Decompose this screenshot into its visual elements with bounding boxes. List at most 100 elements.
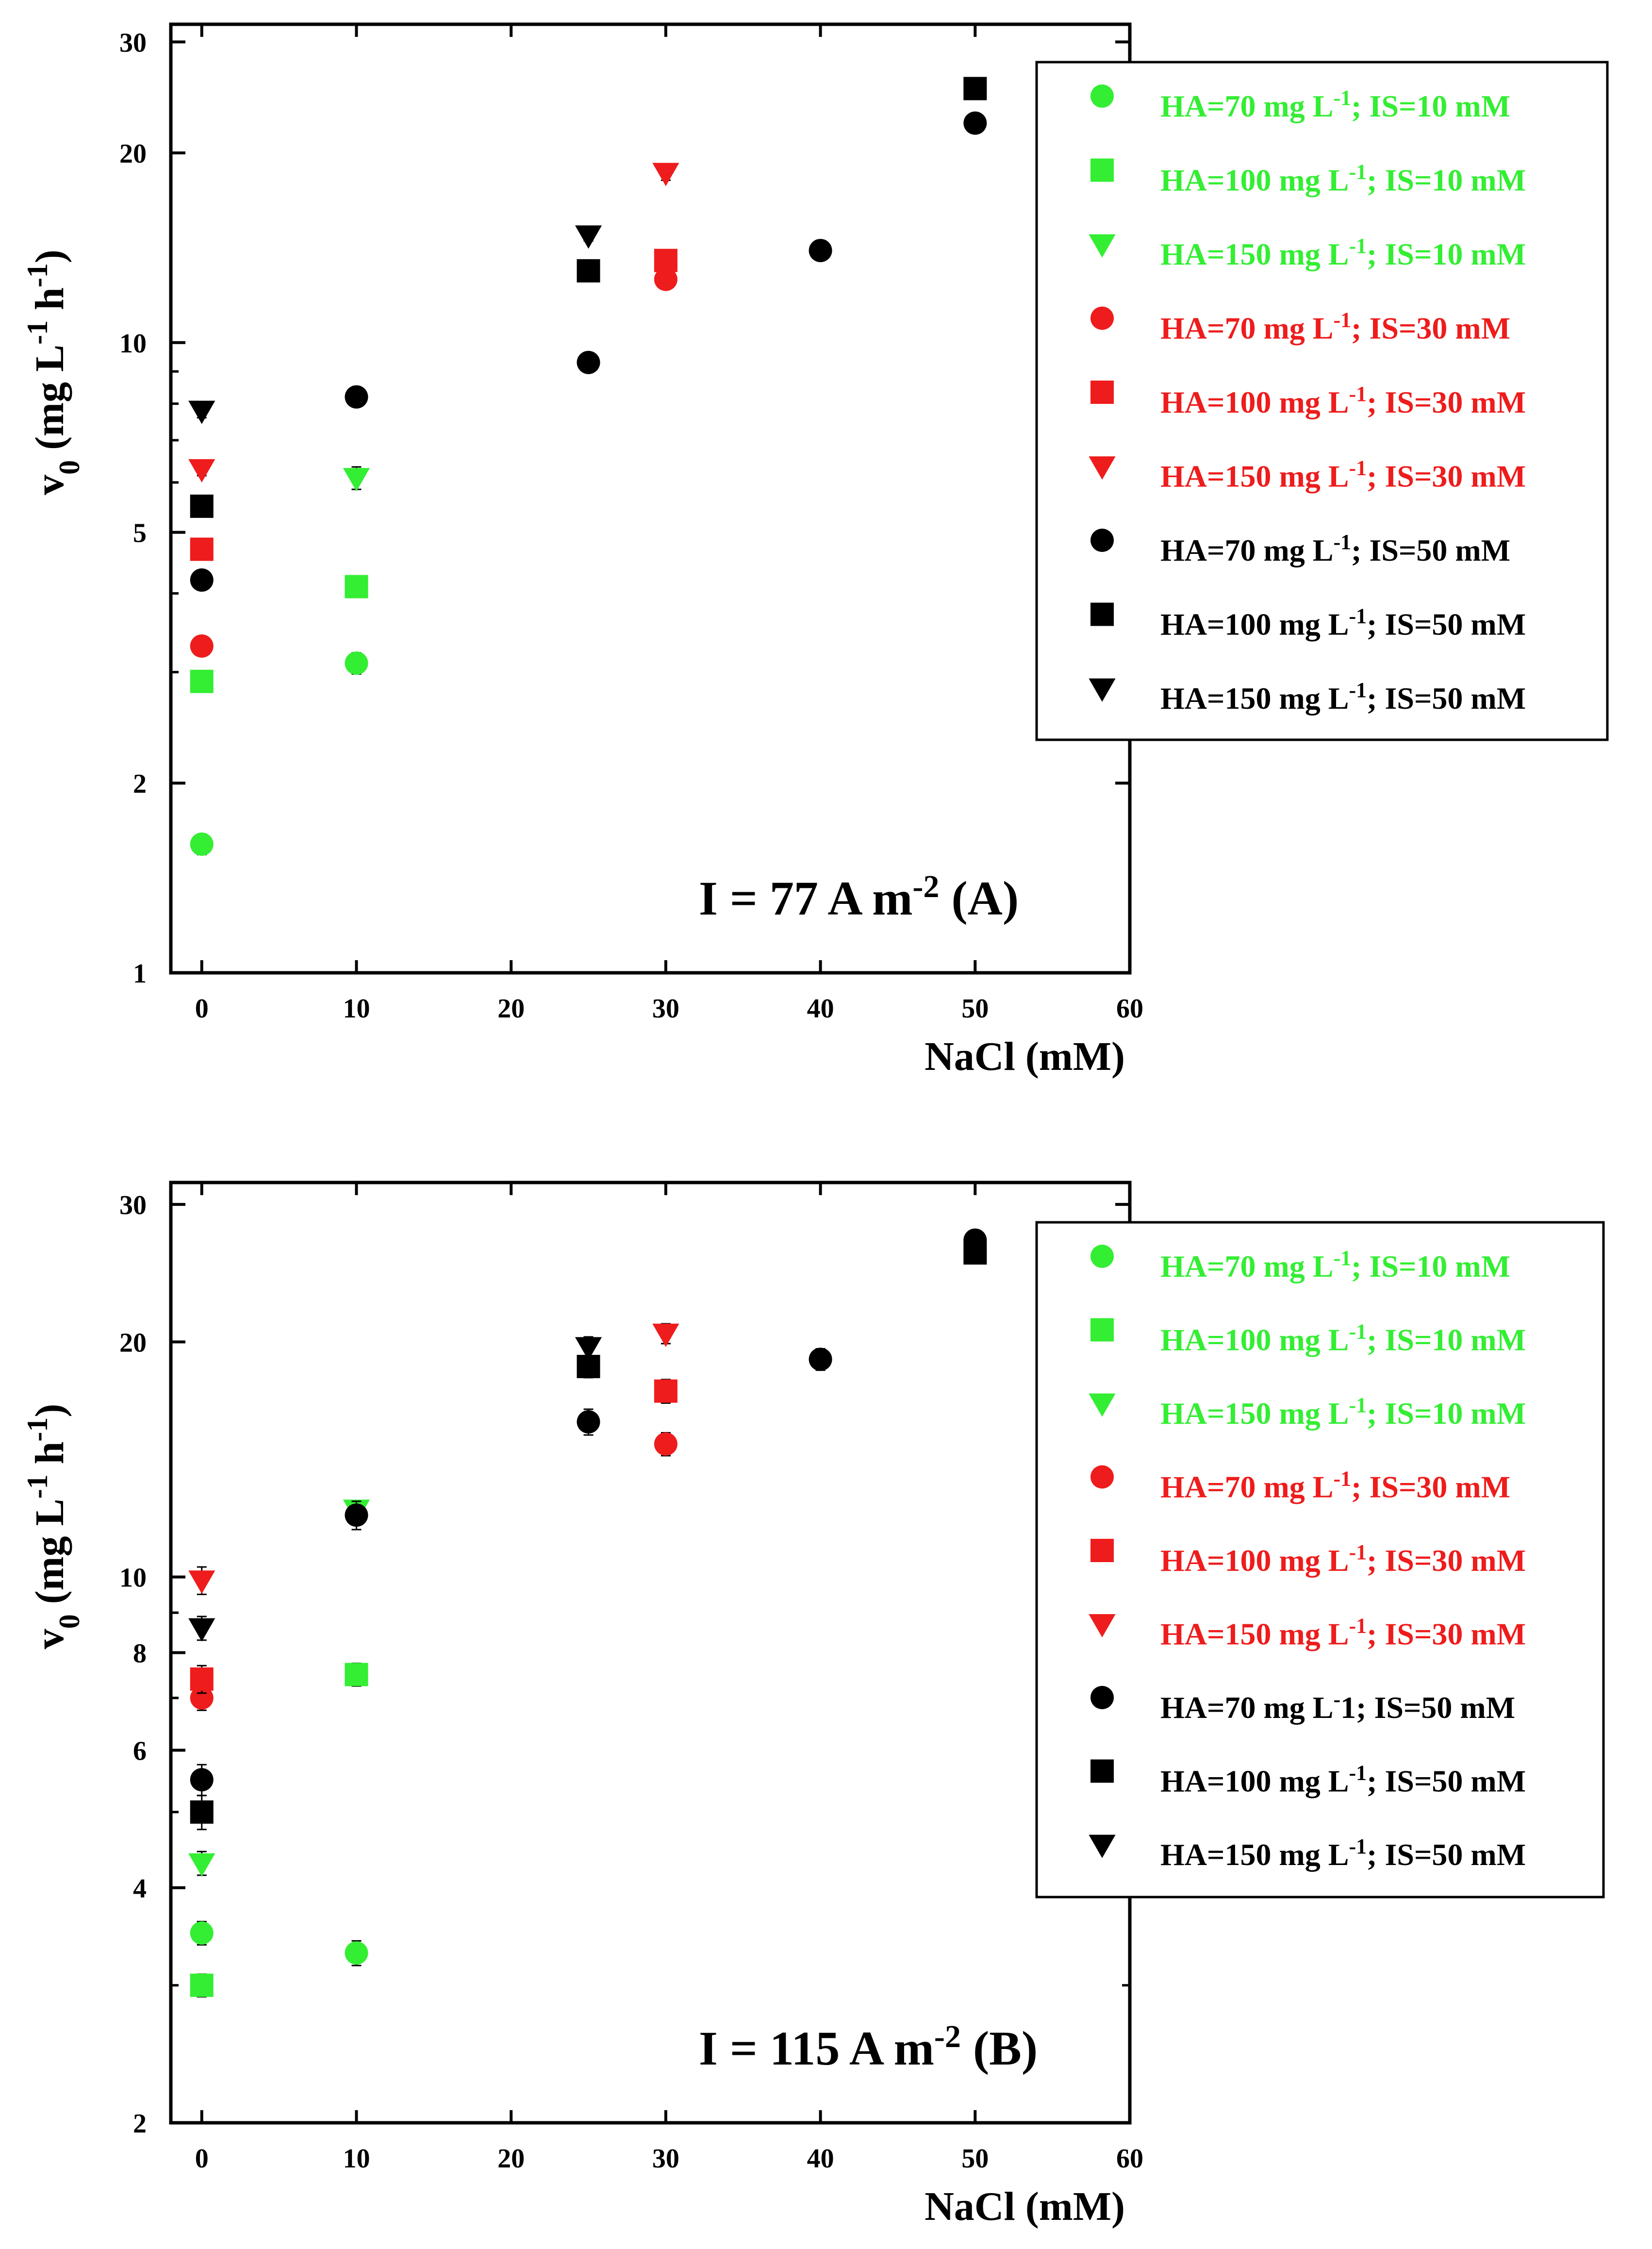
legend-entry: HA=150 mg L-1; IS=30 mM	[1160, 1614, 1526, 1651]
legend-box	[1035, 61, 1609, 741]
x-tick-label: 20	[497, 2144, 525, 2174]
legend-marker	[1090, 1318, 1114, 1342]
y-axis-title: v0 (mg L-1 h-1)	[21, 250, 85, 495]
data-point	[190, 1973, 214, 1997]
legend-marker	[1090, 1686, 1114, 1709]
legend-entry: HA=150 mg L-1; IS=50 mM	[1160, 1834, 1526, 1872]
y-tick-label: 30	[119, 1190, 147, 1220]
data-point	[654, 1432, 677, 1456]
legend-marker	[1090, 306, 1114, 330]
data-point	[188, 1853, 215, 1877]
legend-entry: HA=70 mg L-1; IS=30 mM	[1160, 1466, 1510, 1504]
y-tick-label: 5	[133, 518, 147, 549]
data-point	[963, 1241, 987, 1265]
series-2	[190, 575, 368, 693]
data-point	[188, 1570, 215, 1594]
data-point	[654, 267, 677, 291]
series-3	[188, 1499, 370, 1877]
series-8	[190, 1241, 987, 1831]
x-tick-label: 40	[807, 2144, 834, 2174]
legend-marker	[1089, 1614, 1116, 1638]
data-point	[654, 1379, 677, 1403]
series-4	[190, 267, 677, 658]
legend-marker	[1090, 602, 1114, 626]
data-point	[577, 350, 600, 374]
y-tick-label: 6	[133, 1736, 147, 1766]
x-tick-label: 60	[1116, 2144, 1143, 2174]
data-point	[345, 1941, 368, 1965]
series-8	[190, 77, 987, 518]
x-tick-label: 0	[195, 994, 209, 1024]
data-point	[345, 385, 368, 409]
panel-annotation: I = 77 A m-2 (A)	[699, 869, 1019, 926]
data-point	[654, 249, 677, 272]
x-tick-label: 0	[195, 2144, 209, 2174]
data-point	[343, 468, 370, 492]
y-tick-label: 10	[119, 1563, 147, 1593]
series-1	[190, 1920, 368, 1966]
chart-panel-b: 0 10 20 30 40 50 60 2 4 6 8 10 20 30 NaCl (mM) v0 (mg L…	[21, 1181, 1605, 2229]
data-point	[190, 1686, 214, 1710]
series-2	[190, 1663, 368, 1998]
legend-entry: HA=100 mg L-1; IS=10 mM	[1160, 160, 1526, 198]
y-tick-label: 30	[119, 28, 147, 58]
panel-annotation: I = 115 A m-2 (B)	[699, 2019, 1038, 2076]
data-point	[345, 575, 368, 599]
data-point	[190, 1768, 214, 1792]
data-point	[809, 239, 832, 263]
legend-marker	[1090, 1759, 1114, 1783]
data-point	[190, 634, 214, 658]
legend-marker	[1089, 1834, 1116, 1858]
data-point	[190, 1921, 214, 1945]
legend-marker	[1090, 529, 1114, 552]
data-point	[577, 259, 600, 283]
legend-entry: HA=100 mg L-1; IS=50 mM	[1160, 1761, 1526, 1799]
chart-panel-a: 0 10 20 30 40 50 60 1 2 5 10 20 30 NaCl (mM) v0 (mg L-…	[21, 22, 1609, 1079]
data-point	[575, 225, 602, 249]
y-tick-label: 2	[133, 2109, 147, 2139]
legend-entry: HA=70 mg L-1; IS=50 mM	[1160, 1687, 1515, 1725]
data-point	[190, 833, 214, 856]
series-3	[343, 466, 370, 492]
legend-entry: HA=70 mg L-1; IS=10 mM	[1160, 86, 1510, 124]
series-9	[188, 225, 602, 424]
data-point	[963, 111, 987, 135]
y-tick-label: 4	[133, 1874, 147, 1904]
x-tick-label: 40	[807, 994, 834, 1024]
y-tick-label: 1	[133, 959, 147, 989]
data-point	[190, 537, 214, 561]
series-7	[190, 111, 987, 592]
y-tick-label: 20	[119, 139, 147, 169]
legend-entry: HA=100 mg L-1; IS=50 mM	[1160, 604, 1526, 642]
x-tick-label: 50	[961, 994, 989, 1024]
series-9	[188, 1336, 602, 1642]
series-1	[190, 651, 368, 856]
legend-entry: HA=70 mg L-1; IS=10 mM	[1160, 1246, 1510, 1284]
legend-entry: HA=70 mg L-1; IS=50 mM	[1160, 530, 1510, 568]
x-tick-label: 20	[497, 994, 525, 1024]
legend-entry: HA=100 mg L-1; IS=30 mM	[1160, 1540, 1526, 1578]
legend-entry: HA=100 mg L-1; IS=10 mM	[1160, 1319, 1526, 1357]
legend: HA=70 mg L-1; IS=10 mM HA=100 mg L-1; IS=…	[1035, 61, 1609, 741]
data-point	[345, 1503, 368, 1527]
data-point	[809, 1348, 832, 1371]
series-7	[190, 1228, 987, 1797]
y-axis-title: v0 (mg L-1 h-1)	[21, 1404, 85, 1649]
data-point	[652, 1323, 679, 1347]
series-5	[190, 249, 677, 561]
x-tick-label: 10	[343, 994, 370, 1024]
legend-marker	[1090, 158, 1114, 182]
data-point	[188, 400, 215, 424]
legend-marker	[1089, 234, 1116, 258]
x-tick-label: 60	[1116, 994, 1143, 1024]
data-point	[345, 1663, 368, 1686]
series-5	[190, 1379, 677, 1694]
data-point	[577, 1410, 600, 1434]
legend-marker	[1089, 456, 1116, 480]
legend-marker	[1090, 381, 1114, 404]
data-point	[190, 494, 214, 518]
x-tick-label: 30	[652, 2144, 679, 2174]
legend-entry: HA=150 mg L-1; IS=30 mM	[1160, 456, 1526, 494]
x-tick-label: 50	[961, 2144, 989, 2174]
